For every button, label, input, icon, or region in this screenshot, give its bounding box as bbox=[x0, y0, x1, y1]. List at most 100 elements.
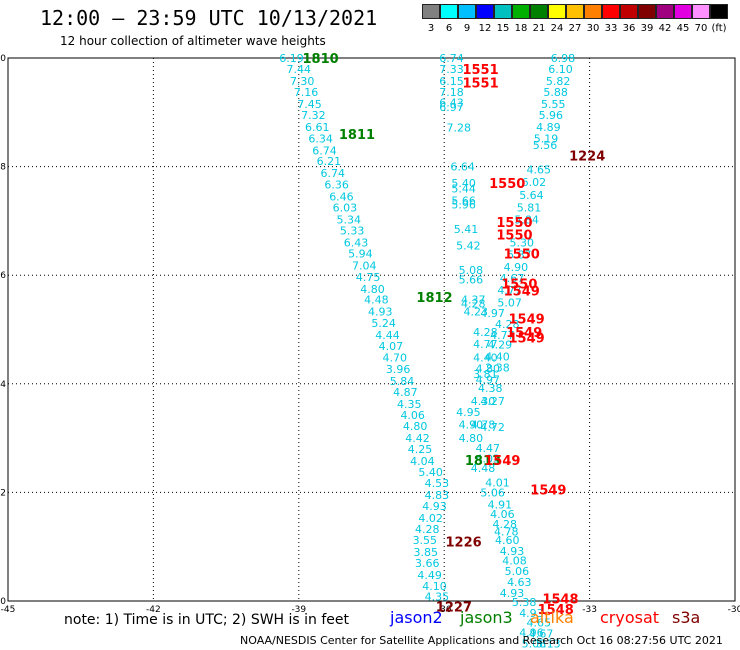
pass-time-label: 1224 bbox=[569, 150, 605, 165]
wave-height-label: 4.28 bbox=[461, 297, 486, 310]
wave-height-label: 5.38 bbox=[512, 596, 537, 609]
pass-time-label: 1548 bbox=[542, 592, 578, 607]
wave-height-label: 7.04 bbox=[352, 259, 377, 272]
wave-height-label: 6.61 bbox=[305, 121, 330, 134]
legend-label: 39 bbox=[640, 23, 654, 34]
legend-label: 45 bbox=[676, 23, 690, 34]
wave-height-label: 4.35 bbox=[425, 591, 450, 604]
wave-height-label: 5.44 bbox=[451, 182, 476, 195]
legend-label: 9 bbox=[463, 23, 471, 34]
pass-time-label: 1226 bbox=[445, 535, 481, 550]
pass-time-label: 1551 bbox=[462, 63, 498, 78]
legend-label: 6 bbox=[445, 23, 453, 34]
legend-label: 27 bbox=[568, 23, 582, 34]
satellite-name: altika bbox=[530, 608, 574, 627]
wave-height-label: 4.93 bbox=[519, 607, 544, 620]
wave-height-label: 4.89 bbox=[536, 121, 561, 134]
wave-height-label: 3.55 bbox=[413, 534, 438, 547]
wave-height-label: 4.80 bbox=[360, 283, 385, 296]
wave-height-label: 7.28 bbox=[446, 122, 471, 135]
pass-time-label: 1550 bbox=[496, 216, 532, 231]
wave-height-label: 6.64 bbox=[450, 161, 475, 174]
wave-height-label: 4.60 bbox=[495, 534, 520, 547]
wave-height-label: 5.08 bbox=[459, 264, 484, 277]
wave-height-label: 4.97 bbox=[480, 307, 505, 320]
wave-height-label: 4.04 bbox=[410, 455, 435, 468]
wave-height-label: 6.36 bbox=[324, 179, 349, 192]
y-tick-label: 4 bbox=[0, 380, 6, 390]
legend-swatch bbox=[512, 4, 530, 19]
wave-height-label: 6.34 bbox=[308, 132, 333, 145]
wave-height-label: 4.37 bbox=[461, 294, 486, 307]
satellite-name: jason2 bbox=[390, 608, 443, 627]
wave-height-label: 5.82 bbox=[546, 75, 571, 88]
legend-label: 30 bbox=[586, 23, 600, 34]
wave-height-label: 5.66 bbox=[451, 194, 476, 207]
satellite-name: cryosat bbox=[600, 608, 660, 627]
wave-height-label: 4.28 bbox=[495, 318, 520, 331]
pass-time-label: 1812 bbox=[416, 291, 452, 306]
wave-height-label: 7.33 bbox=[439, 63, 464, 76]
legend-swatch bbox=[422, 4, 440, 19]
x-tick-label: -45 bbox=[1, 605, 16, 615]
pass-time-label: 1549 bbox=[504, 284, 540, 299]
wave-height-label: 7.18 bbox=[439, 86, 464, 99]
legend-swatch bbox=[602, 4, 620, 19]
wave-height-label: 5.87 bbox=[507, 249, 532, 262]
wave-height-label: 4.65 bbox=[526, 163, 551, 176]
legend-swatch bbox=[638, 4, 656, 19]
wave-height-label: 6.74 bbox=[312, 144, 337, 157]
wave-height-label: 4.80 bbox=[459, 432, 484, 445]
wave-height-label: 7.16 bbox=[294, 86, 319, 99]
y-tick-label: 8 bbox=[0, 163, 6, 173]
legend-swatch bbox=[584, 4, 602, 19]
x-tick-label: -33 bbox=[582, 605, 597, 615]
wave-height-label: 4.27 bbox=[480, 395, 505, 408]
wave-height-label: 4.97 bbox=[476, 373, 501, 386]
wave-height-label: 4.80 bbox=[476, 363, 501, 376]
footnote: note: 1) Time is in UTC; 2) SWH is in fe… bbox=[64, 612, 350, 628]
wave-height-label: 4.30 bbox=[471, 395, 496, 408]
wave-height-label: 5.33 bbox=[340, 225, 365, 238]
wave-height-label: 2.38 bbox=[485, 362, 510, 375]
legend-label: 42 bbox=[658, 23, 672, 34]
wave-height-label: 5.55 bbox=[541, 98, 566, 111]
wave-height-label: 4.80 bbox=[403, 420, 428, 433]
y-tick-label: 0 bbox=[0, 597, 6, 607]
pass-time-label: 1811 bbox=[339, 128, 375, 143]
x-tick-label: -42 bbox=[146, 605, 161, 615]
satellite-name: s3a bbox=[672, 608, 701, 627]
wave-height-label: 3.85 bbox=[414, 546, 439, 559]
wave-height-label: 5.40 bbox=[418, 466, 443, 479]
wave-height-label: 6.02 bbox=[522, 176, 547, 189]
wave-height-label: 6.46 bbox=[329, 190, 354, 203]
wave-height-label: 4.90 bbox=[504, 261, 529, 274]
legend-swatch bbox=[674, 4, 692, 19]
wave-height-label: 5.96 bbox=[451, 199, 476, 212]
pass-time-label: 1813 bbox=[465, 454, 501, 469]
map-subtitle: 12 hour collection of altimeter wave hei… bbox=[60, 34, 326, 48]
legend-label: 12 bbox=[478, 23, 492, 34]
pass-time-label: 1810 bbox=[303, 52, 339, 67]
wave-height-label: 4.53 bbox=[425, 477, 450, 490]
wave-height-label: 5.34 bbox=[336, 213, 361, 226]
wave-height-label: 5.13 bbox=[536, 637, 561, 650]
legend-swatch bbox=[692, 4, 710, 19]
wave-height-label: 4.67 bbox=[529, 628, 554, 641]
wave-height-label: 5.88 bbox=[543, 86, 568, 99]
wave-height-label: 4.77 bbox=[497, 284, 522, 297]
wave-height-label: 6.15 bbox=[439, 75, 464, 88]
wave-height-label: 4.03 bbox=[476, 453, 501, 466]
wave-height-label: 4.28 bbox=[493, 518, 518, 531]
wave-height-label: 4.83 bbox=[425, 489, 450, 502]
wave-height-label: 4.06 bbox=[400, 409, 425, 422]
wave-height-label: 6.74 bbox=[439, 52, 464, 65]
wave-height-label: 5.42 bbox=[456, 239, 481, 252]
pass-time-label: 1227 bbox=[436, 600, 472, 615]
wave-height-label: 3.81 bbox=[473, 368, 498, 381]
wave-height-label: 4.42 bbox=[405, 432, 430, 445]
pass-time-label: 1550 bbox=[496, 228, 532, 243]
wave-height-label: 4.28 bbox=[473, 326, 498, 339]
legend-label: 21 bbox=[532, 23, 546, 34]
